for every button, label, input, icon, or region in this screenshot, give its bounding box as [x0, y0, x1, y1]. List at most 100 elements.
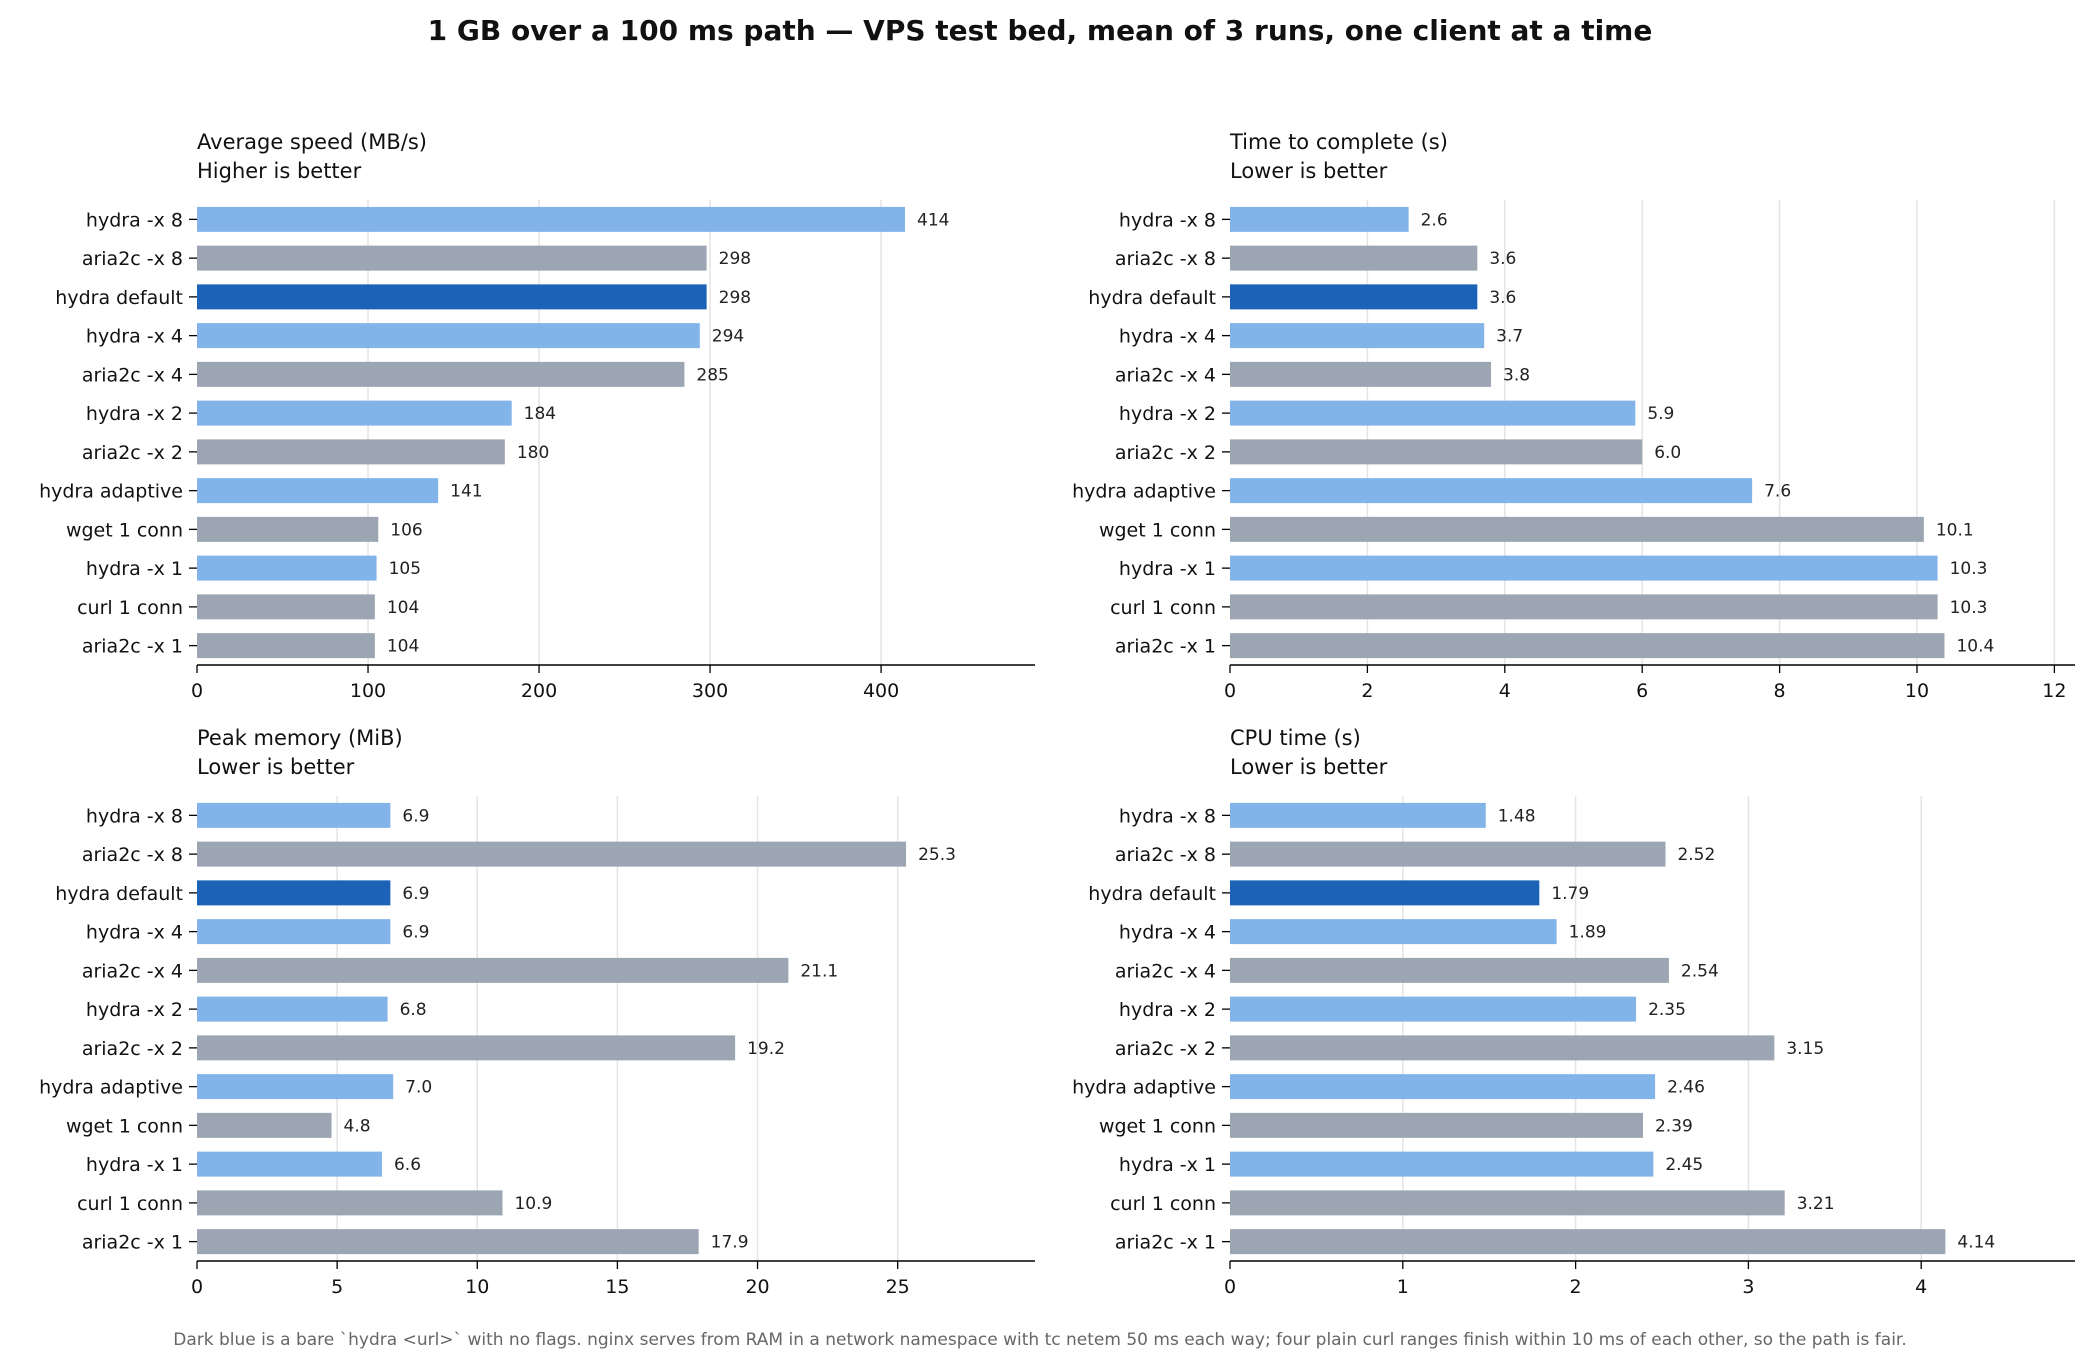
bar: [197, 1190, 503, 1216]
value-label: 10.1: [1936, 520, 1974, 540]
category-label: curl 1 conn: [1110, 597, 1216, 619]
panel-subtitle: Lower is better: [197, 755, 355, 779]
category-label: aria2c -x 4: [1115, 364, 1216, 386]
category-label: hydra adaptive: [39, 481, 183, 503]
category-label: aria2c -x 4: [82, 960, 183, 982]
value-label: 141: [450, 482, 482, 502]
value-label: 2.54: [1681, 961, 1719, 981]
value-label: 180: [517, 443, 549, 463]
category-label: aria2c -x 2: [1115, 1038, 1216, 1060]
bar: [1230, 323, 1485, 349]
category-label: aria2c -x 2: [82, 1038, 183, 1060]
value-label: 2.45: [1665, 1155, 1703, 1175]
value-label: 1.89: [1569, 923, 1607, 943]
category-label: hydra default: [55, 287, 183, 309]
category-label: curl 1 conn: [77, 1193, 183, 1215]
bar: [1230, 439, 1643, 465]
value-label: 105: [389, 559, 421, 579]
x-tick-label: 5: [331, 1276, 343, 1298]
value-label: 10.3: [1950, 598, 1988, 618]
x-tick-label: 0: [1224, 1276, 1236, 1298]
category-label: hydra -x 8: [1119, 209, 1216, 231]
x-tick-label: 200: [521, 680, 557, 702]
x-tick-label: 25: [886, 1276, 910, 1298]
value-label: 10.3: [1950, 559, 1988, 579]
value-label: 10.4: [1956, 637, 1994, 657]
value-label: 25.3: [918, 845, 956, 865]
category-label: hydra adaptive: [1072, 1077, 1216, 1099]
bar: [1230, 1074, 1656, 1100]
bar: [197, 555, 377, 581]
category-label: aria2c -x 2: [1115, 442, 1216, 464]
bar: [1230, 478, 1753, 504]
category-label: hydra default: [55, 883, 183, 905]
bar: [1230, 206, 1409, 232]
time-to-complete-chart: hydra -x 8 2.6 aria2c -x 8 3.6 hydra default…: [1072, 200, 2075, 702]
bar: [1230, 1035, 1775, 1061]
panel-subtitle: Lower is better: [1230, 159, 1388, 183]
bar: [197, 323, 700, 349]
bar: [197, 919, 391, 945]
category-label: aria2c -x 2: [82, 442, 183, 464]
value-label: 294: [712, 327, 744, 347]
x-tick-label: 0: [191, 1276, 203, 1298]
bar: [197, 478, 439, 504]
bar: [197, 957, 789, 983]
panel-title: Time to complete (s): [1230, 130, 1448, 154]
value-label: 104: [387, 598, 419, 618]
value-label: 285: [696, 365, 728, 385]
x-tick-label: 1: [1397, 1276, 1409, 1298]
value-label: 6.9: [402, 806, 429, 826]
category-label: hydra default: [1088, 287, 1216, 309]
bar: [197, 594, 375, 620]
category-label: aria2c -x 1: [82, 636, 183, 658]
category-label: aria2c -x 4: [1115, 960, 1216, 982]
value-label: 3.8: [1503, 365, 1530, 385]
x-tick-label: 10: [1905, 680, 1929, 702]
footnote: Dark blue is a bare `hydra <url>` with n…: [173, 1330, 1907, 1350]
category-label: wget 1 conn: [66, 1115, 183, 1137]
average-speed-chart: hydra -x 8 414 aria2c -x 8 298 hydra default…: [39, 200, 1035, 702]
category-label: hydra -x 8: [86, 209, 183, 231]
category-label: curl 1 conn: [77, 597, 183, 619]
bar: [1230, 919, 1557, 945]
x-tick-label: 2: [1361, 680, 1373, 702]
bar: [1230, 594, 1938, 620]
category-label: hydra -x 2: [86, 403, 183, 425]
value-label: 1.79: [1551, 884, 1589, 904]
value-label: 6.9: [402, 923, 429, 943]
value-label: 2.39: [1655, 1116, 1693, 1136]
panel-title: CPU time (s): [1230, 726, 1361, 750]
category-label: hydra adaptive: [39, 1077, 183, 1099]
category-label: hydra adaptive: [1072, 481, 1216, 503]
category-label: aria2c -x 4: [82, 364, 183, 386]
bar: [1230, 245, 1478, 271]
category-label: hydra -x 8: [1119, 805, 1216, 827]
x-tick-label: 12: [2042, 680, 2066, 702]
peak-memory-chart: hydra -x 8 6.9 aria2c -x 8 25.3 hydra defaul…: [39, 796, 1035, 1298]
category-label: hydra -x 2: [86, 999, 183, 1021]
value-label: 3.7: [1496, 327, 1523, 347]
category-label: aria2c -x 8: [1115, 844, 1216, 866]
value-label: 19.2: [747, 1039, 785, 1059]
panel-cpu-time: CPU time (s) Lower is better hydra -x 8 1…: [1033, 724, 2080, 1298]
bar: [1230, 996, 1637, 1022]
category-label: curl 1 conn: [1110, 1193, 1216, 1215]
value-label: 6.6: [394, 1155, 421, 1175]
bar: [197, 633, 375, 659]
category-label: hydra -x 1: [86, 1154, 183, 1176]
panel-subtitle: Higher is better: [197, 159, 362, 183]
bar: [1230, 361, 1492, 387]
value-label: 2.52: [1677, 845, 1715, 865]
panel-title: Average speed (MB/s): [197, 130, 427, 154]
x-tick-label: 0: [191, 680, 203, 702]
bar: [1230, 1112, 1643, 1138]
category-label: aria2c -x 1: [82, 1232, 183, 1254]
x-tick-label: 400: [863, 680, 899, 702]
value-label: 104: [387, 637, 419, 657]
bar: [197, 880, 391, 906]
category-label: wget 1 conn: [66, 519, 183, 541]
x-tick-label: 10: [465, 1276, 489, 1298]
value-label: 7.6: [1764, 482, 1791, 502]
category-label: aria2c -x 8: [82, 844, 183, 866]
